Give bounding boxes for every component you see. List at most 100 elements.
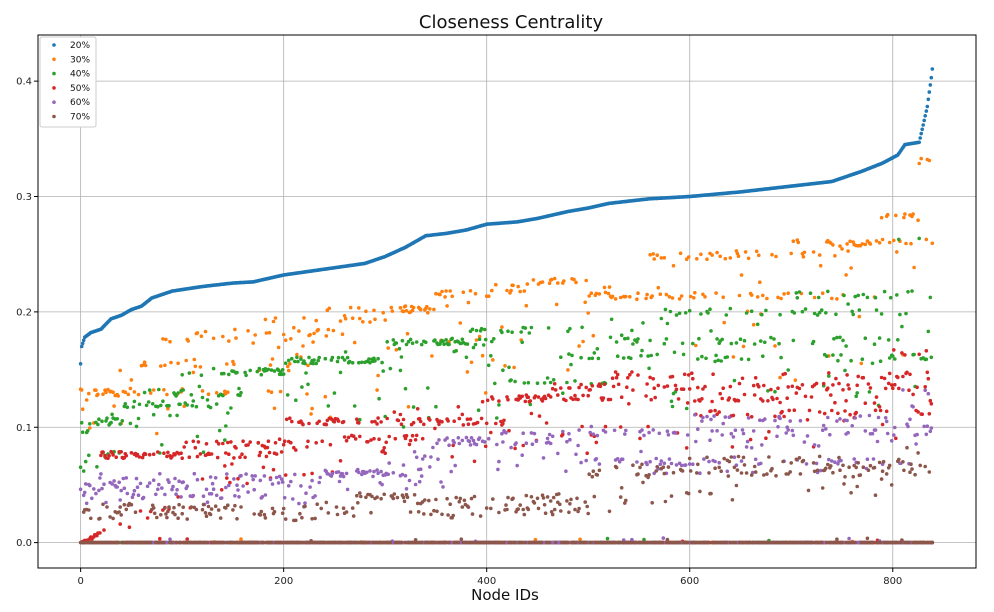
data-point xyxy=(448,289,453,293)
data-point xyxy=(766,389,770,393)
data-point xyxy=(861,465,866,470)
data-point xyxy=(276,481,281,485)
data-point xyxy=(631,463,635,468)
data-point xyxy=(701,415,705,420)
data-point xyxy=(243,455,247,460)
data-point xyxy=(187,371,192,375)
data-point xyxy=(744,471,749,475)
data-point xyxy=(118,505,122,509)
data-point xyxy=(831,353,835,357)
data-point xyxy=(343,350,348,354)
data-point xyxy=(380,360,384,365)
data-point xyxy=(832,337,836,341)
data-point xyxy=(396,418,401,423)
data-point xyxy=(594,457,599,461)
data-point xyxy=(849,491,853,495)
data-point xyxy=(515,463,519,468)
data-point xyxy=(82,490,87,495)
data-point xyxy=(587,472,591,477)
data-point xyxy=(691,462,695,467)
data-point xyxy=(830,408,834,413)
data-point xyxy=(85,429,90,433)
data-point xyxy=(853,540,857,545)
data-point xyxy=(472,459,477,464)
data-point xyxy=(336,419,341,423)
data-point xyxy=(592,494,597,499)
data-point xyxy=(566,540,570,545)
data-point xyxy=(648,338,652,343)
data-point xyxy=(755,295,760,299)
data-point xyxy=(248,440,252,444)
data-point xyxy=(838,417,842,421)
data-point xyxy=(720,337,724,342)
data-point xyxy=(425,304,429,309)
data-point xyxy=(494,282,498,287)
data-point xyxy=(556,281,560,285)
data-point xyxy=(786,368,790,372)
data-point xyxy=(848,412,852,417)
data-point xyxy=(845,242,849,246)
data-point xyxy=(500,431,504,436)
data-point xyxy=(268,477,273,482)
data-point xyxy=(208,475,213,479)
data-point xyxy=(811,461,816,465)
data-point xyxy=(865,457,870,462)
data-point xyxy=(684,446,689,450)
data-point xyxy=(445,496,449,501)
data-point xyxy=(729,431,734,436)
data-point xyxy=(541,456,546,460)
data-point xyxy=(618,495,623,499)
data-point xyxy=(297,329,301,333)
data-point xyxy=(885,431,890,436)
data-point xyxy=(352,340,357,345)
data-point xyxy=(151,412,156,417)
data-point xyxy=(671,263,676,268)
data-point xyxy=(587,294,591,298)
data-point xyxy=(80,540,85,545)
data-point xyxy=(110,482,114,486)
series-70pct xyxy=(78,445,935,545)
data-point xyxy=(710,399,714,404)
data-point xyxy=(464,435,469,440)
data-point xyxy=(857,308,862,312)
data-point xyxy=(615,372,620,377)
data-point xyxy=(167,403,171,408)
data-point xyxy=(615,457,620,461)
data-point xyxy=(779,355,783,360)
data-point xyxy=(496,467,500,472)
data-point xyxy=(794,457,799,462)
data-point xyxy=(199,540,204,545)
data-point xyxy=(348,305,353,310)
data-point xyxy=(782,292,786,296)
data-point xyxy=(78,465,83,470)
data-point xyxy=(670,374,675,379)
data-point xyxy=(647,473,651,477)
data-point xyxy=(575,496,579,501)
data-point xyxy=(279,540,284,545)
data-point xyxy=(812,443,817,447)
data-point xyxy=(805,434,810,438)
data-point xyxy=(406,405,411,409)
data-point xyxy=(796,240,801,245)
data-point xyxy=(621,540,626,545)
data-point xyxy=(704,356,708,361)
data-point xyxy=(456,436,461,440)
data-point xyxy=(283,361,288,366)
data-point xyxy=(674,313,679,317)
data-point xyxy=(194,507,199,512)
data-point xyxy=(654,469,658,473)
data-point xyxy=(191,493,196,498)
data-point xyxy=(908,417,912,422)
data-point xyxy=(868,242,873,246)
data-point xyxy=(436,457,440,462)
data-point xyxy=(401,425,406,429)
data-point xyxy=(554,302,559,307)
data-point xyxy=(379,469,383,474)
data-point xyxy=(365,470,369,475)
data-point xyxy=(500,325,504,329)
data-point xyxy=(927,90,932,94)
data-point xyxy=(845,418,849,423)
data-point xyxy=(439,480,443,484)
data-point xyxy=(738,337,743,342)
data-point xyxy=(803,307,808,311)
